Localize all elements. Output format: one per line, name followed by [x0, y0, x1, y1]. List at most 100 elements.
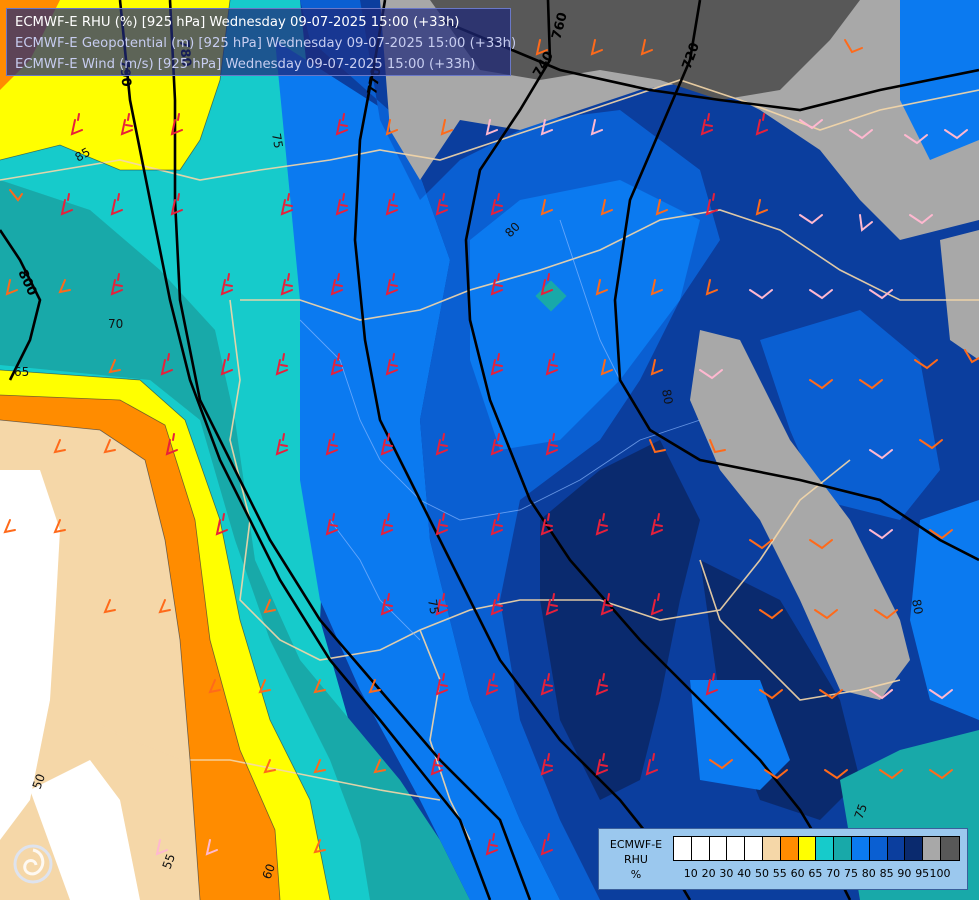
wind-barb — [640, 39, 653, 56]
wind-barb — [595, 753, 608, 776]
wind-barb — [110, 273, 123, 296]
wind-barb — [909, 214, 933, 225]
wind-barb — [485, 119, 498, 136]
legend-swatch — [762, 837, 781, 860]
wind-barb — [699, 369, 723, 380]
wind-barb — [929, 689, 953, 700]
rhu-contour-label: 85 — [73, 145, 93, 165]
map-title-box: ECMWF-E RHU (%) [925 hPa] Wednesday 09-0… — [6, 8, 516, 76]
wind-barb — [844, 39, 863, 54]
legend-tick-label: 75 — [844, 867, 858, 880]
wind-barb — [368, 679, 381, 694]
wind-barb — [490, 353, 503, 376]
wind-barb — [540, 513, 553, 536]
wind-barb — [535, 39, 548, 56]
wind-barb — [859, 379, 883, 390]
wind-barb — [814, 609, 838, 620]
wind-barb — [824, 769, 848, 780]
wind-barb — [205, 839, 218, 856]
rhu-isoline — [0, 0, 231, 171]
wind-barb — [435, 593, 448, 616]
title-wind: ECMWF-E Wind (m/s) [925 hPa] Wednesday 0… — [15, 57, 476, 72]
wind-barb — [759, 689, 783, 700]
wind-barb — [430, 753, 443, 776]
wind-barb-row — [60, 113, 768, 856]
wind-barb — [799, 119, 823, 130]
wind-barb — [280, 193, 293, 216]
rhu-contour-label: 55 — [160, 852, 178, 871]
wind-barb — [490, 193, 503, 216]
legend-swatch — [905, 837, 924, 860]
wind-barb — [755, 199, 768, 216]
wind-barb — [435, 513, 448, 536]
wind-barb — [53, 439, 66, 454]
river — [329, 519, 421, 641]
legend-tick-label: 20 — [701, 867, 716, 880]
wind-barb — [385, 273, 398, 296]
wind-barb — [600, 593, 613, 616]
wind-barb — [700, 113, 713, 136]
geopotential-isoline — [613, 0, 979, 562]
wind-barb — [280, 273, 293, 296]
wind-barb — [490, 513, 503, 536]
river-lines — [299, 219, 701, 641]
geopotential-isoline — [168, 0, 532, 900]
geopotential-isoline — [0, 229, 42, 381]
wind-barb — [809, 379, 833, 390]
river — [299, 319, 701, 521]
logo-ring — [13, 844, 53, 884]
rhu-band — [940, 230, 979, 360]
wind-barb — [120, 113, 133, 136]
wind-barb — [110, 193, 123, 216]
wind-barb — [650, 593, 663, 616]
title-rhu: ECMWF-E RHU (%) [925 hPa] Wednesday 09-0… — [15, 15, 460, 30]
wind-barb — [220, 353, 233, 376]
rhu-contour-label: 75 — [852, 802, 870, 821]
wind-barb — [490, 433, 503, 456]
wind-barb — [313, 839, 326, 854]
legend-tick-label: 30 — [719, 867, 734, 880]
rhu-band — [690, 330, 910, 700]
wind-barb — [929, 769, 953, 780]
wind-barb — [590, 119, 603, 136]
wind-barb — [385, 193, 398, 216]
wind-barb — [215, 513, 228, 536]
legend-tick-labels: 10 20 30 40 50 55 60 65 70 75 80 85 90 95 100 — [673, 867, 973, 881]
legend-tick-label: 40 — [737, 867, 752, 880]
wind-barb — [5, 279, 18, 296]
wind-barb — [485, 833, 498, 856]
wind-barb — [944, 129, 968, 140]
wind-barb — [160, 353, 173, 376]
wind-barb — [755, 113, 768, 136]
legend-swatch — [851, 837, 870, 860]
wind-barb — [964, 349, 979, 364]
rhu-label-layer: 85 80 75 70 65 60 55 50 80 80 75 75 — [14, 132, 925, 881]
wind-barb — [929, 529, 953, 540]
legend-tick-label: 80 — [861, 867, 876, 880]
logo-swirl — [23, 848, 45, 876]
wind-barb — [490, 273, 503, 296]
wind-barb — [435, 673, 448, 696]
wind-barb — [53, 519, 66, 534]
wind-barb — [869, 449, 893, 460]
wind-barb — [330, 353, 343, 376]
wind-barb — [170, 193, 183, 216]
wind-barb — [540, 119, 553, 136]
wind-barb — [165, 433, 178, 456]
wind-barb — [263, 599, 276, 614]
geopotential-isoline — [464, 0, 852, 900]
wind-barb — [155, 839, 168, 856]
legend-tick-label: 55 — [772, 867, 787, 880]
legend-title-unit: % — [630, 868, 642, 881]
wind-barb — [595, 279, 608, 296]
wind-barb — [869, 689, 893, 700]
wind-barb — [600, 359, 613, 376]
wind-barb — [809, 289, 833, 300]
wind-barb — [914, 359, 938, 370]
wind-barb — [590, 39, 603, 56]
wind-barb — [650, 359, 663, 376]
wind-barb — [879, 769, 903, 780]
country-border — [419, 629, 471, 841]
wind-barb — [258, 679, 271, 694]
